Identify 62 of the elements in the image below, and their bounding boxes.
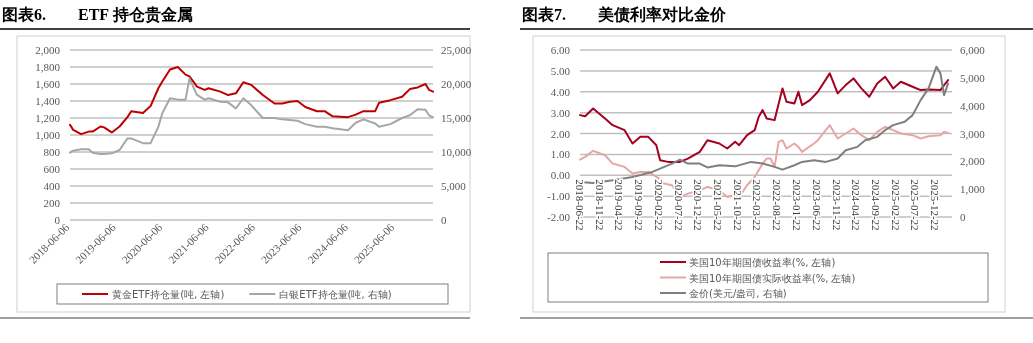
x-tick-label: 2021-05-22 [712,179,725,231]
chart-title: 图表6. ETF 持仓贵金属 [2,6,193,24]
line-series [69,66,434,136]
y-tick-label: 5.00 [550,64,571,77]
x-tick-label: 2020-02-22 [653,179,666,231]
line-series [69,77,434,156]
y-tick-label: 1.00 [550,148,571,161]
chart-title: 图表7. 美债利率对比金价 [522,5,727,23]
y-tick-label: 2.00 [550,127,571,140]
x-tick-label: 2023-01-22 [791,179,804,231]
legend-label: 美国10年期国债实际收益率(%, 左轴) [689,272,856,284]
y-tick-label: 0 [54,214,61,226]
x-tick-label: 2025-07-22 [909,179,922,231]
y-tick-label: 800 [43,146,61,158]
x-tick-label: 2020-12-22 [692,179,705,231]
x-tick-label: 2018-11-22 [593,179,606,231]
x-tick-label: 2019-09-22 [633,179,646,231]
legend-label: 金价(美元/盎司, 右轴) [689,288,787,299]
x-tick-label: 2020-07-22 [672,179,685,231]
y2-tick-label: 1,000 [960,183,986,196]
y-tick-label: 1,800 [35,61,61,73]
y-tick-label: -2.00 [547,211,571,223]
y2-tick-label: 15,000 [441,112,472,124]
x-tick-label: 2021-10-22 [731,179,744,231]
y2-tick-label: 6,000 [960,44,986,56]
legend-label: 白银ETF持仓量(吨, 右轴) [279,289,392,300]
y2-tick-label: 4,000 [960,99,986,112]
y-tick-label: 1,200 [35,112,61,124]
y-tick-label: 3.00 [550,106,571,119]
y-tick-label: 4.00 [550,85,571,98]
y-tick-label: -1.00 [547,190,571,203]
x-tick-label: 2022-08-22 [771,179,784,231]
y-tick-label: 400 [43,180,61,192]
x-tick-label: 2024-09-22 [870,179,883,231]
y2-tick-label: 0 [441,214,447,226]
y2-tick-label: 0 [960,211,966,223]
y2-tick-label: 25,000 [441,44,472,56]
y-tick-label: 2,000 [35,44,61,56]
y-tick-label: 200 [43,197,61,209]
y-tick-label: 6.00 [550,44,571,56]
x-tick-label: 2019-04-22 [613,179,626,231]
legend-label: 美国10年期国债收益率(%, 左轴) [689,257,836,268]
y-tick-label: 1,000 [35,129,61,141]
y2-tick-label: 3,000 [960,127,986,140]
y-tick-label: 0.00 [550,169,571,182]
y-tick-label: 600 [43,163,61,175]
legend-label: 黄金ETF持仓量(吨, 左轴) [112,289,225,300]
x-tick-label: 2023-06-22 [810,179,823,231]
x-tick-label: 2024-04-22 [850,179,863,231]
y-tick-label: 1,600 [35,78,61,90]
x-tick-label: 2025-02-22 [889,179,902,231]
y2-tick-label: 2,000 [960,155,986,168]
line-series [579,72,950,163]
x-tick-label: 2023-11-22 [830,179,843,231]
y2-tick-label: 5,000 [960,71,986,84]
y2-tick-label: 5,000 [441,180,467,192]
x-tick-label: 2018-06-22 [574,179,586,231]
x-tick-label: 2022-03-22 [751,179,764,231]
x-tick-label: 2025-12-22 [929,179,942,231]
y2-tick-label: 10,000 [441,146,472,158]
y-tick-label: 1,400 [35,95,61,107]
y2-tick-label: 20,000 [441,78,472,90]
